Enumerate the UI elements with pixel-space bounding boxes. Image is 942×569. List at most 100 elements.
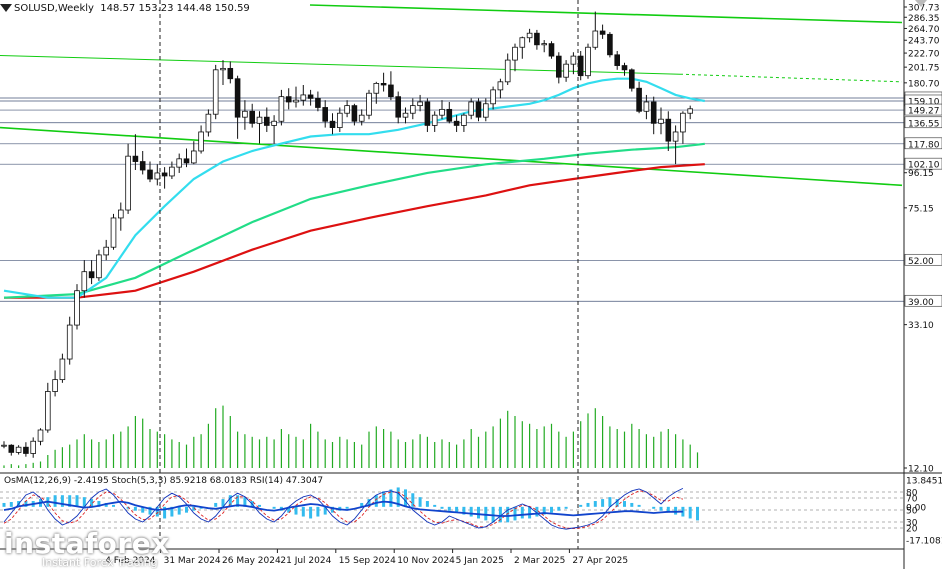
candle-body-bull (439, 108, 445, 116)
candle-body-bull (52, 379, 58, 392)
candle-body-bear (548, 43, 555, 57)
candle-body-bear (227, 67, 234, 80)
indicator-axis-label: 30 (906, 519, 918, 529)
candle (409, 98, 416, 120)
candle-body-bull (358, 114, 365, 122)
candle-body-bull (300, 94, 307, 101)
price-tick-label: 33.10 (908, 321, 934, 331)
candle (205, 109, 212, 137)
candle-body-bear (395, 96, 401, 118)
candle-body-bear (446, 108, 453, 122)
price-tick-label: 286.35 (908, 14, 940, 24)
candle (176, 153, 183, 173)
candle (125, 143, 131, 214)
candle (534, 29, 540, 50)
candle (59, 353, 66, 383)
candle (482, 98, 489, 122)
time-tick-label: 31 Mar 2024 (164, 556, 221, 566)
candle (512, 43, 518, 72)
price-tick-label: 201.75 (908, 64, 940, 74)
candle (66, 316, 73, 365)
candle-body-bull (37, 429, 44, 442)
candle (336, 107, 343, 132)
price-tick-label: 222.70 (908, 50, 940, 60)
channel-line (679, 73, 903, 83)
candle (570, 52, 577, 75)
candle (242, 100, 248, 130)
candle (96, 249, 102, 281)
candle-body-bull (344, 105, 350, 114)
level-value: 159.10 (908, 97, 940, 107)
candle-body-bull (205, 113, 212, 133)
level-box (904, 157, 942, 170)
candle-body-bull (96, 254, 102, 279)
candle (519, 36, 526, 59)
level-value: 117.80 (908, 140, 940, 150)
candle (234, 75, 241, 139)
candle-body-bear (132, 155, 139, 162)
candle (307, 89, 314, 106)
candle-body-bull (66, 324, 73, 360)
candle (315, 91, 321, 112)
level-label: 136.55 (904, 116, 942, 129)
vertical-separators (159, 0, 579, 549)
level-box (904, 253, 942, 266)
candle (373, 81, 380, 104)
candle (446, 101, 453, 124)
candle (37, 428, 44, 446)
candle (132, 134, 139, 171)
time-tick-label: 5 Jan 2025 (456, 556, 504, 566)
candle (504, 53, 511, 85)
candle (161, 167, 168, 189)
level-label: 52.00 (904, 253, 942, 267)
candle-body-bull (110, 217, 117, 248)
candle (1, 441, 7, 449)
candle-body-bull (570, 55, 577, 65)
candle (198, 125, 204, 154)
volume-bars (3, 405, 699, 468)
candle-body-bear (614, 54, 620, 66)
level-value: 39.00 (908, 298, 934, 308)
scroll-marker-icon[interactable] (915, 0, 927, 7)
candle-body-bear (388, 84, 394, 98)
candle (599, 24, 606, 39)
level-value: 52.00 (908, 257, 934, 267)
candle (366, 89, 372, 120)
candle (402, 107, 409, 124)
price-tick-label: 307.73 (908, 4, 940, 14)
candle (439, 100, 445, 120)
time-tick-label: 26 May 2024 (222, 556, 281, 566)
candle-body-bull (59, 358, 66, 381)
level-box (904, 103, 942, 116)
candle-body-bull (169, 166, 175, 177)
candle (556, 52, 562, 84)
candle-body-bear (329, 120, 336, 128)
candle (431, 111, 438, 132)
candle-body-bull (461, 114, 467, 126)
candle (629, 68, 635, 92)
candle (643, 94, 650, 120)
watermark-tagline: Instant Forex Trading (42, 556, 158, 569)
candle (526, 28, 533, 43)
level-label: 102.10 (904, 157, 942, 171)
candle (110, 213, 117, 250)
time-tick-label: 21 Jul 2024 (280, 556, 331, 566)
candle (417, 94, 423, 112)
symbol-header: SOLUSD,Weekly 148.57 153.23 144.48 150.5… (14, 3, 250, 14)
watermark: instaforex Instant Forex Trading (4, 527, 170, 569)
level-value: 149.27 (908, 107, 940, 117)
symbol-timeframe: SOLUSD,Weekly (14, 3, 94, 14)
candle-body-bull (468, 101, 474, 116)
rsi-line (3, 500, 683, 517)
candle-body-bear (424, 101, 431, 126)
candle-body-bull (526, 32, 533, 39)
candle (636, 81, 642, 114)
candle-body-bear (249, 110, 256, 124)
candle-body-bear (315, 98, 321, 108)
candle (687, 105, 693, 120)
candle-body-bull (154, 172, 161, 180)
candle-body-bull (585, 46, 591, 77)
